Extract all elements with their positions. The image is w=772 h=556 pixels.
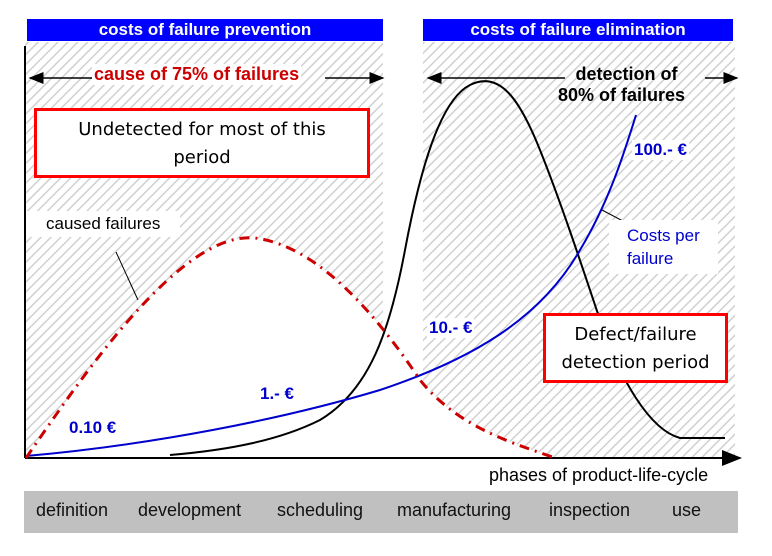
- caused-failures-label: caused failures: [26, 211, 181, 237]
- header-elimination: costs of failure elimination: [423, 19, 733, 41]
- phase-inspection: inspection: [549, 500, 631, 520]
- x-axis-label: phases of product-life-cycle: [489, 465, 709, 485]
- phase-bar: definition development scheduling manufa…: [24, 491, 738, 533]
- phase-development: development: [138, 500, 242, 520]
- detection-period-note: Defect/failure detection period: [543, 313, 728, 383]
- cost-label-0-10: 0.10 €: [69, 418, 117, 437]
- phase-scheduling: scheduling: [277, 500, 364, 520]
- costs-per-failure-line2: failure: [627, 249, 674, 268]
- caused-failures-curve: [24, 236, 556, 460]
- detection-label-line2: 80% of failures: [558, 85, 686, 105]
- costs-per-failure-label: Costs per failure: [609, 220, 718, 274]
- undetected-note: Undetected for most of this period: [34, 108, 370, 178]
- cost-label-1: 1.- €: [260, 384, 295, 403]
- cause-label: cause of 75% of failures: [92, 64, 302, 85]
- phase-definition: definition: [36, 500, 109, 520]
- phase-manufacturing: manufacturing: [397, 500, 512, 520]
- costs-per-failure-line1: Costs per: [627, 226, 700, 245]
- caused-failures-callout: [115, 251, 139, 301]
- cost-label-10: 10.- €: [427, 318, 475, 338]
- detection-label: detection of 80% of failures: [558, 64, 685, 106]
- detection-label-line1: detection of: [575, 64, 678, 84]
- cost-curve: [25, 114, 637, 457]
- header-prevention: costs of failure prevention: [27, 19, 383, 41]
- phase-use: use: [672, 500, 702, 520]
- under-curve-fill: [26, 237, 555, 458]
- cost-label-100: 100.- €: [632, 140, 689, 160]
